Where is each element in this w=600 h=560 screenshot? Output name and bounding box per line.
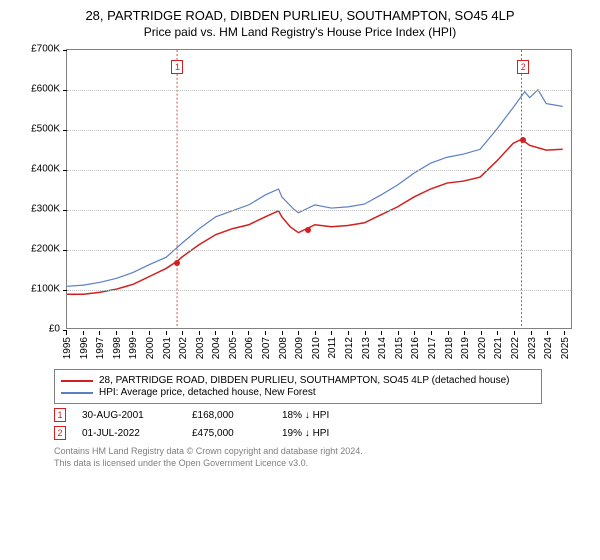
x-tick-label: 2013 <box>361 337 372 359</box>
data-point <box>520 137 526 143</box>
x-tick-label: 2020 <box>477 337 488 359</box>
sale-rows: 1 30-AUG-2001£168,00018% ↓ HPI 2 01-JUL-202… <box>54 408 588 440</box>
sale-date: 30-AUG-2001 <box>82 410 192 421</box>
marker-box: 2 <box>517 60 529 74</box>
chart-container: 28, PARTRIDGE ROAD, DIBDEN PURLIEU, SOUT… <box>0 0 600 560</box>
series-line <box>67 139 563 294</box>
line-svg <box>67 50 571 328</box>
sale-marker: 1 <box>54 408 66 422</box>
x-tick-label: 2009 <box>294 337 305 359</box>
x-tick-label: 1995 <box>62 337 73 359</box>
legend-swatch <box>61 392 93 394</box>
sale-date: 01-JUL-2022 <box>82 428 192 439</box>
y-tick-label: £700K <box>31 44 60 55</box>
x-tick-label: 2001 <box>162 337 173 359</box>
gridline <box>67 250 571 251</box>
x-tick-label: 2018 <box>444 337 455 359</box>
footnote-line1: Contains HM Land Registry data © Crown c… <box>54 446 588 458</box>
x-tick-label: 2023 <box>527 337 538 359</box>
x-tick-label: 1997 <box>95 337 106 359</box>
title-subtitle: Price paid vs. HM Land Registry's House … <box>12 25 588 39</box>
x-tick-label: 2008 <box>278 337 289 359</box>
x-tick-label: 2019 <box>460 337 471 359</box>
sale-row: 1 30-AUG-2001£168,00018% ↓ HPI <box>54 408 588 422</box>
data-point <box>174 260 180 266</box>
legend: 28, PARTRIDGE ROAD, DIBDEN PURLIEU, SOUT… <box>54 369 542 404</box>
x-tick-label: 2007 <box>261 337 272 359</box>
x-tick-label: 2021 <box>493 337 504 359</box>
title-block: 28, PARTRIDGE ROAD, DIBDEN PURLIEU, SOUT… <box>12 8 588 39</box>
x-tick-label: 2000 <box>145 337 156 359</box>
x-tick-label: 2012 <box>344 337 355 359</box>
x-tick-label: 2015 <box>394 337 405 359</box>
legend-swatch <box>61 380 93 382</box>
y-tick-label: £0 <box>49 324 60 335</box>
x-tick-label: 1998 <box>112 337 123 359</box>
legend-row: HPI: Average price, detached house, New … <box>61 387 535 398</box>
x-tick-label: 2010 <box>311 337 322 359</box>
sale-price: £475,000 <box>192 428 282 439</box>
x-tick-label: 2011 <box>327 337 338 359</box>
x-tick-label: 2014 <box>377 337 388 359</box>
footnote-line2: This data is licensed under the Open Gov… <box>54 458 588 470</box>
legend-row: 28, PARTRIDGE ROAD, DIBDEN PURLIEU, SOUT… <box>61 375 535 386</box>
x-tick-label: 2002 <box>178 337 189 359</box>
x-tick-label: 2024 <box>543 337 554 359</box>
y-tick-label: £500K <box>31 124 60 135</box>
y-tick-label: £200K <box>31 244 60 255</box>
legend-label: 28, PARTRIDGE ROAD, DIBDEN PURLIEU, SOUT… <box>99 375 510 386</box>
title-address: 28, PARTRIDGE ROAD, DIBDEN PURLIEU, SOUT… <box>12 8 588 23</box>
y-tick-label: £600K <box>31 84 60 95</box>
x-tick-label: 2016 <box>410 337 421 359</box>
legend-label: HPI: Average price, detached house, New … <box>99 387 316 398</box>
x-tick-label: 2017 <box>427 337 438 359</box>
marker-box: 1 <box>171 60 183 74</box>
sale-price: £168,000 <box>192 410 282 421</box>
x-tick-label: 2003 <box>195 337 206 359</box>
x-tick-label: 2025 <box>560 337 571 359</box>
sale-marker: 2 <box>54 426 66 440</box>
gridline <box>67 290 571 291</box>
x-tick-label: 2006 <box>244 337 255 359</box>
x-tick-label: 2022 <box>510 337 521 359</box>
plot-area: 12 <box>66 49 572 329</box>
gridline <box>67 130 571 131</box>
y-tick-label: £400K <box>31 164 60 175</box>
sale-diff: 18% ↓ HPI <box>282 410 382 421</box>
y-tick-label: £100K <box>31 284 60 295</box>
x-tick-label: 1996 <box>79 337 90 359</box>
x-tick-label: 2005 <box>228 337 239 359</box>
gridline <box>67 210 571 211</box>
sale-row: 2 01-JUL-2022£475,00019% ↓ HPI <box>54 426 588 440</box>
x-tick-label: 2004 <box>211 337 222 359</box>
x-tick-label: 1999 <box>128 337 139 359</box>
data-point <box>305 227 311 233</box>
gridline <box>67 90 571 91</box>
y-tick-label: £300K <box>31 204 60 215</box>
gridline <box>67 170 571 171</box>
x-axis: 1995199619971998199920002001200220032004… <box>66 331 572 365</box>
chart-area: £0£100K£200K£300K£400K£500K£600K£700K 12… <box>20 45 580 365</box>
footnote: Contains HM Land Registry data © Crown c… <box>54 446 588 469</box>
sale-diff: 19% ↓ HPI <box>282 428 382 439</box>
y-axis: £0£100K£200K£300K£400K£500K£600K£700K <box>20 49 64 329</box>
series-line <box>67 90 563 287</box>
